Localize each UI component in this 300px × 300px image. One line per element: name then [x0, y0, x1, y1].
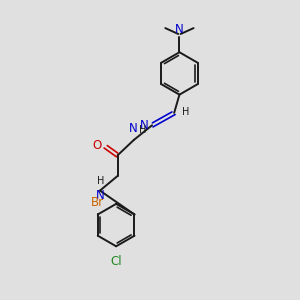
- Text: Br: Br: [91, 196, 104, 208]
- Text: N: N: [175, 23, 184, 36]
- Text: N: N: [140, 119, 149, 132]
- Text: N: N: [96, 190, 105, 202]
- Text: H: H: [97, 176, 104, 186]
- Text: Cl: Cl: [110, 254, 122, 268]
- Text: O: O: [92, 139, 102, 152]
- Text: N: N: [129, 122, 138, 135]
- Text: H: H: [182, 107, 190, 117]
- Text: H: H: [139, 125, 146, 135]
